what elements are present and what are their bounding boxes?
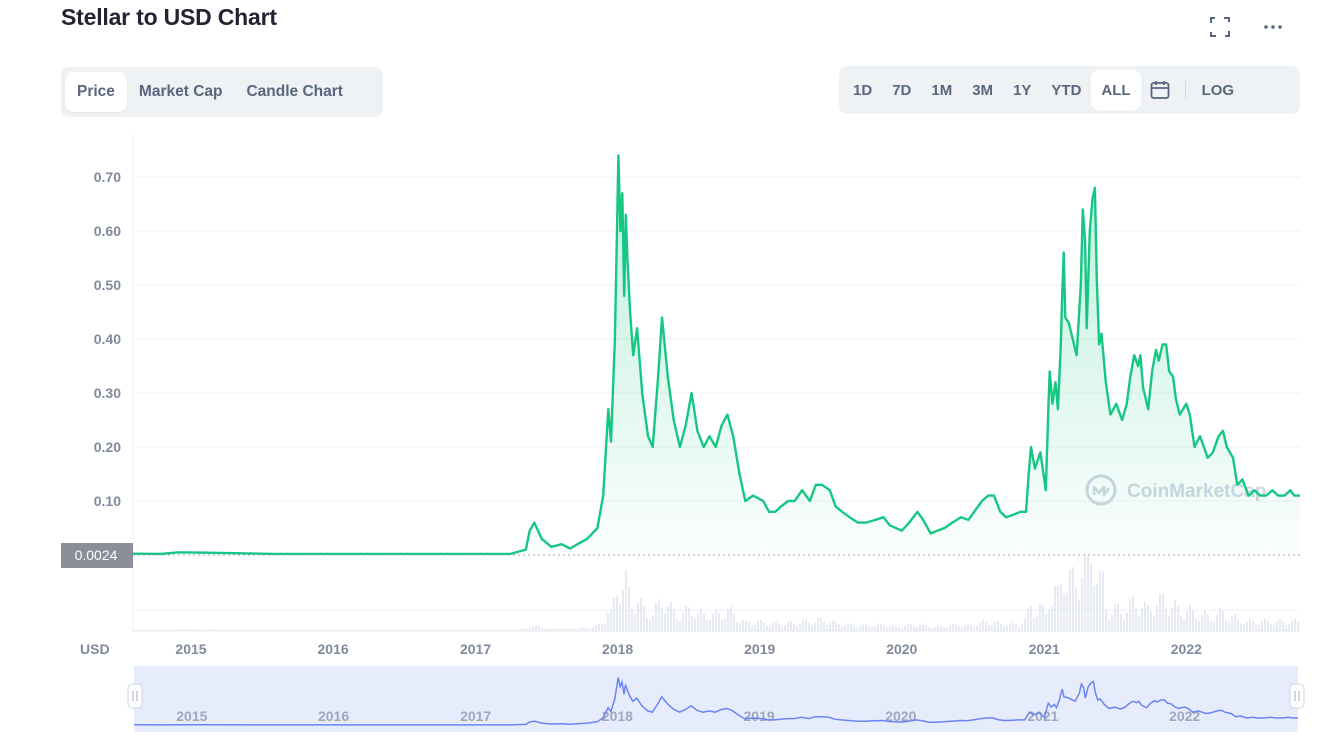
navigator-window[interactable] — [134, 666, 1298, 732]
chart-type-tabs: Price Market Cap Candle Chart — [61, 67, 383, 117]
handle-grip-icon[interactable] — [127, 683, 143, 709]
page-title: Stellar to USD Chart — [61, 4, 277, 30]
range-divider — [1184, 81, 1186, 99]
navigator-right-handle[interactable] — [1289, 683, 1305, 709]
navigator-line — [133, 677, 1298, 726]
current-price-tag: 0.0024 — [61, 543, 133, 568]
x-tick-label: 2022 — [1171, 641, 1202, 657]
x-tick-label: 2020 — [886, 641, 917, 657]
navigator-left-handle[interactable] — [127, 683, 143, 709]
navigator-ticks: 2015 2016 2017 2018 2019 2020 2021 2022 — [176, 708, 1200, 724]
time-range-selector: 1D 7D 1M 3M 1Y YTD ALL LOG — [839, 66, 1300, 114]
tab-market-cap[interactable]: Market Cap — [138, 83, 223, 100]
x-tick-label: 2015 — [175, 641, 206, 657]
calendar-icon[interactable] — [1141, 70, 1179, 110]
navigator-tick-label: 2022 — [1169, 708, 1200, 724]
currency-label: USD — [80, 641, 110, 657]
range-3m[interactable]: 3M — [972, 81, 994, 99]
grid-lines — [132, 133, 1300, 631]
range-all[interactable]: ALL — [1091, 70, 1141, 110]
navigator-tick-label: 2017 — [460, 708, 491, 724]
handle-grip-icon[interactable] — [1289, 683, 1305, 709]
y-axis-ticks: 0.70 0.60 0.50 0.40 0.30 0.20 0.10 — [94, 169, 121, 509]
range-ytd[interactable]: YTD — [1051, 81, 1082, 99]
fullscreen-icon[interactable] — [1207, 14, 1233, 40]
volume-bars — [133, 555, 1299, 631]
x-tick-label: 2021 — [1029, 641, 1060, 657]
navigator-tick-label: 2019 — [744, 708, 775, 724]
y-tick-label: 0.20 — [94, 439, 121, 455]
tab-candle-chart[interactable]: Candle Chart — [246, 83, 343, 100]
range-1y[interactable]: 1Y — [1013, 81, 1032, 99]
x-tick-label: 2018 — [602, 641, 633, 657]
range-1d[interactable]: 1D — [853, 81, 873, 99]
y-tick-label: 0.40 — [94, 331, 121, 347]
x-tick-label: 2017 — [460, 641, 491, 657]
x-axis-ticks: 2015 2016 2017 2018 2019 2020 2021 2022 — [175, 641, 1202, 657]
x-tick-label: 2016 — [318, 641, 349, 657]
navigator-tick-label: 2015 — [176, 708, 207, 724]
x-tick-label: 2019 — [744, 641, 775, 657]
navigator[interactable]: 2015 2016 2017 2018 2019 2020 2021 2022 — [127, 666, 1305, 732]
current-price-label: 0.0024 — [75, 547, 118, 563]
price-area-fill — [133, 155, 1300, 555]
navigator-tick-label: 2018 — [602, 708, 633, 724]
y-tick-label: 0.50 — [94, 277, 121, 293]
y-tick-label: 0.60 — [94, 223, 121, 239]
navigator-tick-label: 2016 — [318, 708, 349, 724]
navigator-tick-label: 2020 — [885, 708, 916, 724]
y-tick-label: 0.70 — [94, 169, 121, 185]
range-7d[interactable]: 7D — [892, 81, 912, 99]
more-horizontal-icon[interactable] — [1260, 14, 1286, 40]
y-tick-label: 0.30 — [94, 385, 121, 401]
price-line — [132, 154, 1300, 556]
log-scale-toggle[interactable]: LOG — [1201, 81, 1235, 99]
range-1m[interactable]: 1M — [931, 81, 953, 99]
y-tick-label: 0.10 — [94, 493, 121, 509]
tab-price[interactable]: Price — [65, 72, 127, 112]
